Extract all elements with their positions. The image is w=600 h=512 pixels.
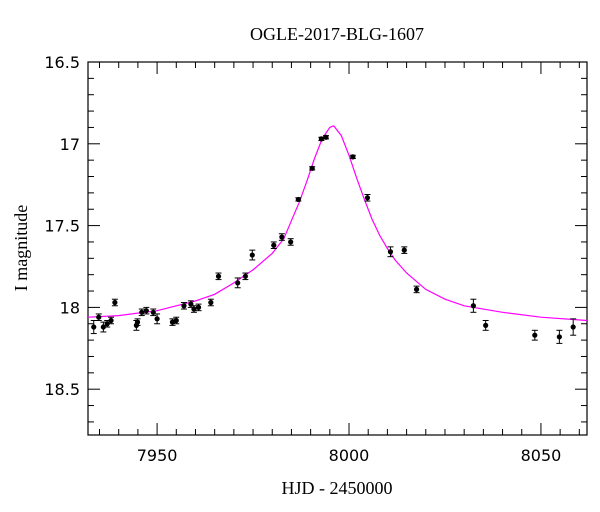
data-point	[570, 318, 577, 336]
data-marker	[532, 332, 538, 338]
data-marker	[295, 196, 301, 203]
data-point	[287, 238, 294, 246]
data-marker	[154, 316, 160, 322]
major-ticks	[88, 61, 587, 435]
data-marker	[215, 273, 222, 279]
plot-frame	[87, 61, 588, 436]
data-point	[234, 277, 241, 289]
data-point	[309, 165, 316, 171]
data-point	[207, 298, 214, 307]
data-marker	[323, 134, 329, 140]
model-curve	[87, 125, 588, 322]
data-point	[190, 305, 197, 313]
data-marker	[96, 314, 102, 320]
data-point	[154, 313, 161, 325]
data-point	[215, 272, 222, 281]
data-marker	[235, 280, 241, 286]
x-tick-label: 7950	[137, 446, 178, 465]
data-point	[173, 316, 180, 325]
data-point	[401, 246, 408, 254]
data-marker	[387, 249, 394, 255]
data-point	[100, 321, 107, 333]
data-marker	[195, 304, 202, 310]
data-point	[90, 319, 97, 335]
data-point	[104, 319, 111, 328]
data-marker	[350, 154, 356, 160]
data-point	[349, 154, 356, 160]
data-marker	[271, 242, 277, 248]
data-marker	[134, 319, 141, 325]
data-point	[150, 308, 157, 317]
chart-title: OGLE-2017-BLG-1607	[250, 24, 424, 44]
data-point	[249, 249, 256, 261]
x-tick-labels: 7950 8000 8050	[137, 446, 562, 465]
data-marker	[242, 273, 248, 279]
data-point	[111, 298, 118, 307]
data-point	[195, 303, 202, 312]
data-point	[108, 316, 115, 325]
data-point	[278, 233, 285, 241]
data-marker	[191, 306, 197, 312]
x-axis-label: HJD - 2450000	[282, 478, 393, 498]
data-point	[138, 308, 145, 317]
data-marker	[104, 321, 110, 327]
minor-ticks	[88, 62, 587, 435]
y-tick-label: 18	[60, 298, 80, 317]
data-point	[531, 329, 538, 341]
data-marker	[173, 317, 179, 324]
y-axis-label: I magnitude	[11, 205, 31, 291]
data-point	[242, 272, 249, 281]
model-curve-layer	[87, 125, 588, 322]
y-tick-label: 17.5	[44, 217, 80, 236]
data-point	[95, 313, 102, 321]
data-marker	[288, 239, 294, 245]
data-marker	[100, 324, 106, 330]
data-point	[270, 241, 277, 249]
data-marker	[112, 299, 118, 306]
data-point	[134, 318, 141, 326]
data-marker	[483, 322, 489, 328]
data-marker	[181, 303, 187, 309]
data-point	[180, 301, 187, 310]
x-tick-label: 8050	[521, 446, 562, 465]
data-point	[556, 329, 563, 344]
data-point	[470, 298, 477, 313]
y-tick-label: 16.5	[44, 53, 80, 72]
data-point	[322, 134, 329, 140]
data-marker	[318, 136, 324, 142]
data-marker	[556, 334, 562, 340]
data-point	[318, 136, 325, 142]
data-marker	[413, 286, 420, 292]
data-marker	[143, 308, 149, 314]
data-marker	[570, 324, 576, 330]
data-marker	[91, 324, 97, 330]
data-marker	[364, 195, 371, 201]
data-point	[295, 196, 302, 203]
y-tick-labels: 16.5 17 17.5 18 18.5	[44, 53, 80, 399]
data-marker	[470, 303, 476, 309]
data-point	[387, 246, 394, 258]
data-marker	[279, 234, 285, 240]
data-point	[482, 319, 489, 331]
data-marker	[309, 165, 315, 171]
data-point	[413, 285, 420, 294]
data-marker	[139, 309, 145, 315]
data-marker	[208, 299, 214, 306]
data-marker	[401, 247, 407, 253]
data-point	[364, 194, 371, 202]
data-marker	[249, 252, 255, 258]
x-tick-label: 8000	[329, 446, 370, 465]
y-tick-label: 18.5	[44, 380, 80, 399]
y-tick-label: 17	[60, 135, 80, 154]
data-marker	[108, 317, 114, 324]
data-point	[143, 306, 150, 315]
data-points-layer	[90, 134, 577, 344]
